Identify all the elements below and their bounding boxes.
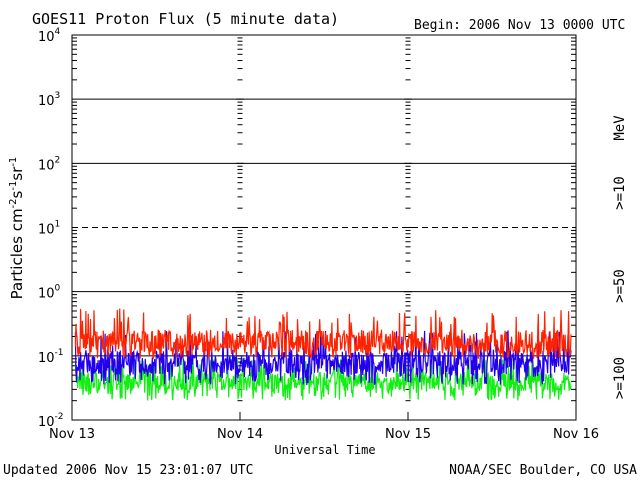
credit-text: NOAA/SEC Boulder, CO USA xyxy=(449,463,637,478)
legend-unit-group: MeV xyxy=(612,115,628,141)
legend-item-100: >=100 xyxy=(612,357,628,399)
y-axis-label-group: Particles cm-2s-1sr-1 xyxy=(8,157,26,300)
x-tick-label: Nov 14 xyxy=(217,427,263,442)
legend-item-10-group: >=10 xyxy=(612,176,628,210)
x-tick-label: Nov 15 xyxy=(385,427,431,442)
y-tick-label: 100 xyxy=(38,284,61,302)
legend-item-50: >=50 xyxy=(612,269,628,303)
updated-timestamp: Updated 2006 Nov 15 23:01:07 UTC xyxy=(3,463,253,478)
legend-unit: MeV xyxy=(612,115,628,141)
x-tick-label: Nov 16 xyxy=(553,427,599,442)
legend-item-10: >=10 xyxy=(612,176,628,210)
y-tick-labels: 104 103 102 101 100 10-1 10-2 xyxy=(38,27,64,430)
x-tick-label: Nov 13 xyxy=(49,427,95,442)
y-tick-label: 104 xyxy=(38,27,61,45)
series-line-10mev xyxy=(74,308,572,360)
x-axis-label: Universal Time xyxy=(274,443,375,457)
series-line-100mev xyxy=(74,358,572,401)
y-axis-label: Particles cm-2s-1sr-1 xyxy=(8,157,26,300)
y-tick-label: 101 xyxy=(38,220,60,238)
day-dividers xyxy=(236,37,412,421)
legend-item-100-group: >=100 xyxy=(612,357,628,399)
legend-item-50-group: >=50 xyxy=(612,269,628,303)
y-tick-label: 10-2 xyxy=(38,412,64,430)
y-tick-label: 10-1 xyxy=(38,348,64,366)
x-tick-labels: Nov 13 Nov 14 Nov 15 Nov 16 xyxy=(49,427,599,442)
y-tick-label: 103 xyxy=(38,91,60,109)
chart-title: GOES11 Proton Flux (5 minute data) xyxy=(32,10,339,28)
begin-time: Begin: 2006 Nov 13 0000 UTC xyxy=(414,18,625,33)
y-tick-label: 102 xyxy=(38,155,60,173)
series-layer xyxy=(74,308,572,401)
